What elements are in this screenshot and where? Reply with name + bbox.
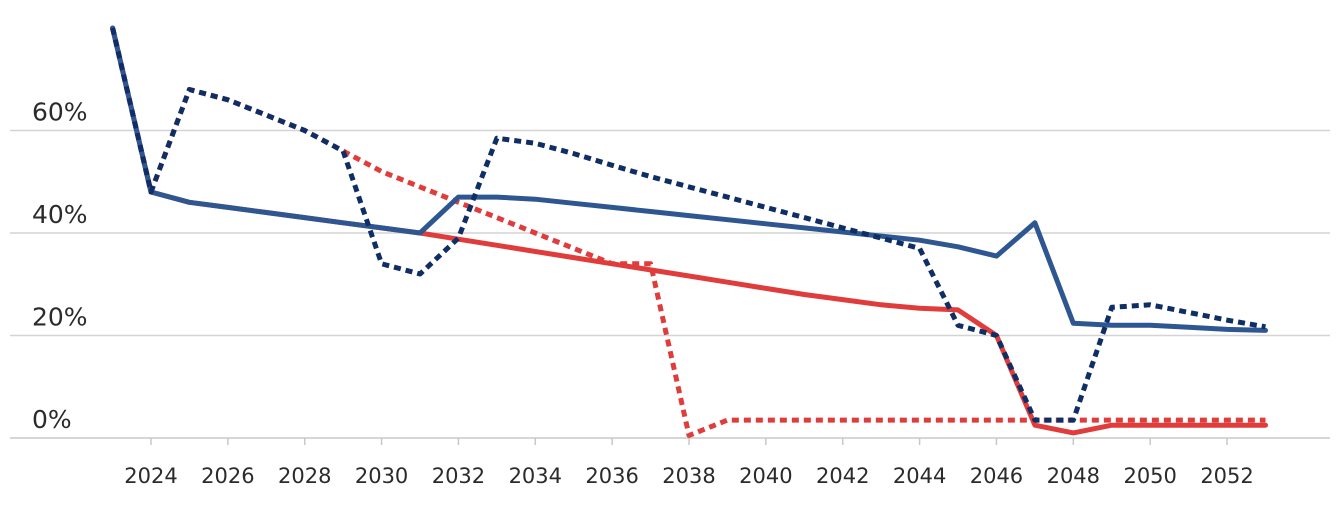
series-line-3-solid xyxy=(110,25,1268,333)
x-tick-label: 2050 xyxy=(1123,464,1176,488)
x-tick-label: 2034 xyxy=(509,464,562,488)
y-tick-label: 40% xyxy=(32,200,88,229)
x-tick-label: 2032 xyxy=(432,464,485,488)
x-tick-label: 2046 xyxy=(970,464,1023,488)
series-line-2-dotted xyxy=(110,27,1266,438)
x-tick-label: 2040 xyxy=(739,464,792,488)
x-tick-label: 2028 xyxy=(278,464,331,488)
y-tick-label: 60% xyxy=(32,98,88,127)
x-tick-label: 2052 xyxy=(1200,464,1253,488)
x-tick-label: 2048 xyxy=(1047,464,1100,488)
y-tick-label: 0% xyxy=(32,405,72,434)
x-tick-label: 2030 xyxy=(355,464,408,488)
x-tick-label: 2026 xyxy=(201,464,254,488)
series-line-4-dotted xyxy=(110,27,1266,423)
x-axis: 2024 2026 2028 2030 2032 2034 2036 2038 2040 2042… xyxy=(124,438,1254,488)
y-tick-label: 20% xyxy=(32,303,88,332)
x-tick-label: 2042 xyxy=(816,464,869,488)
x-tick-label: 2044 xyxy=(893,464,946,488)
x-tick-label: 2038 xyxy=(662,464,715,488)
x-tick-label: 2036 xyxy=(585,464,638,488)
series-line-1-solid xyxy=(110,25,1268,436)
x-tick-label: 2024 xyxy=(124,464,177,488)
gridlines xyxy=(10,129,1330,439)
series-lines xyxy=(110,25,1268,438)
y-axis-labels: 0% 20% 40% 60% xyxy=(32,98,88,435)
